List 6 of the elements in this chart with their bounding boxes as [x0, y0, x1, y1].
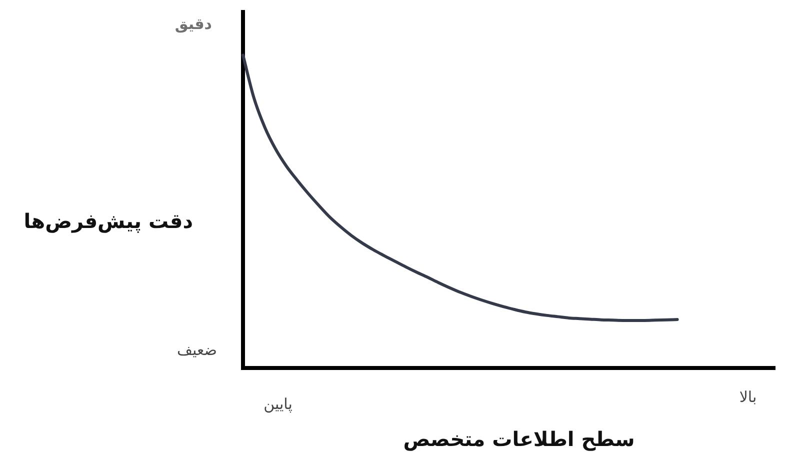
text: ضعیف — [176, 340, 217, 359]
text: پایین — [264, 394, 292, 413]
x-axis-title: سطح اطلاعات متخصص — [403, 427, 635, 452]
text: دقیق — [174, 14, 212, 33]
text: بالا — [739, 388, 757, 406]
y-axis-title: دقت پیش‌فرض‌ها — [24, 209, 193, 234]
